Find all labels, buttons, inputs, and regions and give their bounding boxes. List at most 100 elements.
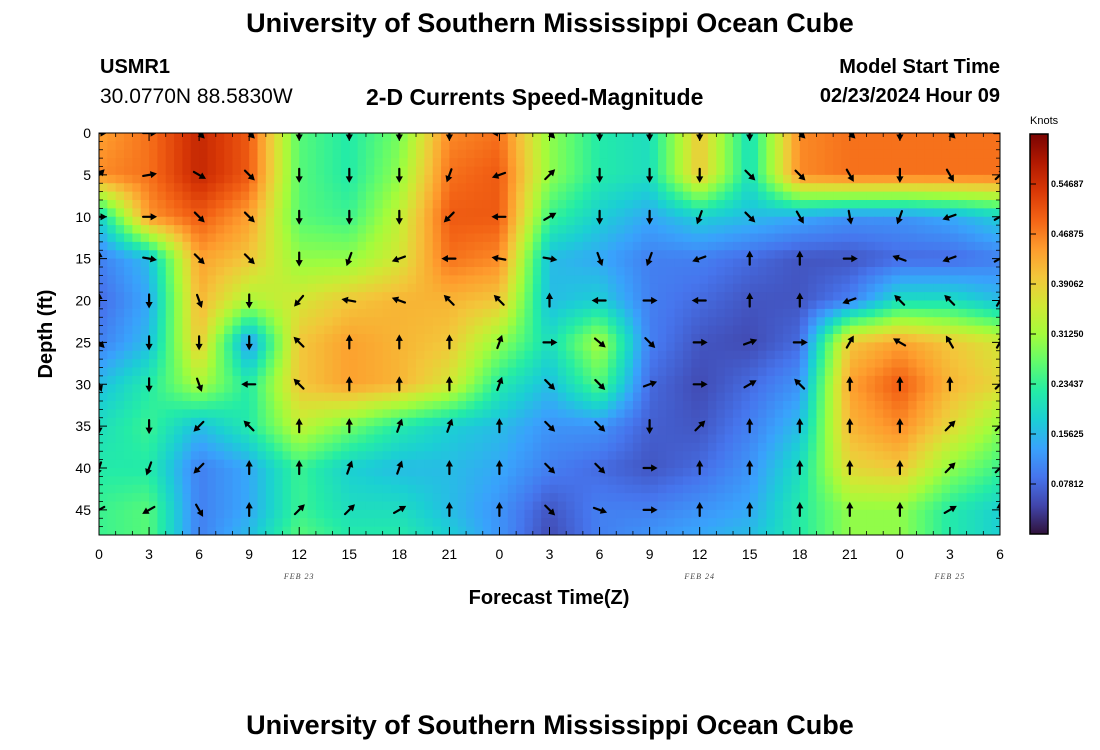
heatmap-cell: [324, 359, 334, 369]
heatmap-cell: [441, 509, 450, 519]
heatmap-cell: [149, 141, 158, 151]
heatmap-cell: [157, 225, 167, 235]
heatmap-cell: [365, 417, 375, 427]
heatmap-cell: [224, 225, 234, 235]
heatmap-cell: [274, 216, 284, 226]
heatmap-cell: [549, 250, 559, 260]
heatmap-cell: [824, 200, 834, 209]
heatmap-cell: [899, 476, 909, 486]
heatmap-cell: [749, 476, 759, 486]
heatmap-cell: [624, 509, 634, 519]
heatmap-cell: [858, 426, 868, 436]
heatmap-cell: [624, 442, 634, 452]
heatmap-cell: [808, 216, 818, 226]
heatmap-cell: [941, 233, 951, 243]
heatmap-cell: [591, 442, 601, 452]
heatmap-cell: [265, 292, 275, 302]
heatmap-cell: [632, 283, 642, 293]
heatmap-cell: [190, 200, 200, 209]
heatmap-cell: [315, 283, 325, 293]
heatmap-cell: [891, 250, 901, 260]
heatmap-cell: [199, 342, 209, 352]
heatmap-cell: [758, 191, 767, 201]
heatmap-cell: [541, 208, 551, 218]
heatmap-cell: [165, 158, 175, 168]
heatmap-cell: [733, 493, 742, 503]
heatmap-cell: [115, 317, 125, 327]
heatmap-cell: [132, 350, 142, 360]
heatmap-cell: [240, 275, 250, 285]
heatmap-cell: [315, 442, 325, 452]
heatmap-cell: [382, 426, 392, 436]
heatmap-cell: [132, 149, 142, 159]
heatmap-cell: [749, 158, 759, 168]
heatmap-cell: [983, 216, 993, 226]
heatmap-cell: [499, 267, 509, 276]
heatmap-cell: [382, 409, 392, 419]
heatmap-cell: [365, 308, 375, 318]
heatmap-cell: [641, 225, 651, 235]
heatmap-cell: [399, 342, 409, 352]
heatmap-cell: [99, 258, 108, 268]
heatmap-cell: [315, 250, 325, 260]
heatmap-cell: [974, 158, 984, 168]
heatmap-cell: [282, 409, 292, 419]
heatmap-cell: [641, 158, 651, 168]
heatmap-cell: [708, 459, 717, 469]
heatmap-cell: [307, 350, 317, 360]
heatmap-cell: [466, 442, 476, 452]
heatmap-cell: [858, 409, 868, 419]
heatmap-cell: [883, 133, 893, 142]
heatmap-cell: [766, 501, 776, 511]
heatmap-cell: [215, 225, 225, 235]
heatmap-cell: [165, 141, 175, 151]
heatmap-cell: [941, 350, 951, 360]
heatmap-cell: [574, 367, 584, 377]
heatmap-cell: [741, 275, 751, 285]
heatmap-cell: [824, 401, 834, 410]
heatmap-cell: [382, 166, 392, 176]
heatmap-cell: [324, 384, 334, 394]
heatmap-cell: [482, 283, 492, 293]
heatmap-cell: [641, 442, 651, 452]
heatmap-cell: [441, 275, 450, 285]
heatmap-cell: [524, 476, 534, 486]
heatmap-cell: [849, 141, 859, 151]
heatmap-cell: [691, 258, 701, 268]
heatmap-cell: [549, 158, 559, 168]
heatmap-cell: [374, 334, 384, 343]
heatmap-cell: [124, 250, 133, 260]
heatmap-cell: [908, 350, 918, 360]
heatmap-cell: [274, 518, 284, 528]
heatmap-cell: [574, 308, 584, 318]
heatmap-cell: [958, 342, 968, 352]
heatmap-cell: [966, 417, 976, 427]
heatmap-cell: [833, 149, 843, 159]
heatmap-cell: [466, 258, 476, 268]
heatmap-cell: [132, 250, 142, 260]
heatmap-cell: [657, 283, 667, 293]
heatmap-cell: [849, 149, 859, 159]
heatmap-cell: [265, 241, 275, 251]
heatmap-cell: [691, 325, 701, 335]
heatmap-cell: [783, 191, 793, 201]
heatmap-cell: [240, 426, 250, 436]
heatmap-cell: [324, 225, 334, 235]
heatmap-cell: [324, 233, 334, 243]
heatmap-cell: [140, 174, 150, 184]
heatmap-cell: [891, 158, 901, 168]
heatmap-cell: [524, 493, 534, 503]
heatmap-cell: [124, 501, 133, 511]
heatmap-cell: [482, 133, 492, 142]
heatmap-cell: [933, 258, 943, 268]
heatmap-cell: [282, 149, 292, 159]
heatmap-cell: [674, 375, 684, 385]
heatmap-cell: [140, 208, 150, 218]
heatmap-cell: [124, 191, 133, 201]
heatmap-cell: [174, 518, 184, 528]
heatmap-cell: [899, 426, 909, 436]
heatmap-cell: [566, 426, 576, 436]
heatmap-cell: [983, 493, 993, 503]
heatmap-cell: [474, 501, 484, 511]
heatmap-cell: [949, 141, 959, 151]
